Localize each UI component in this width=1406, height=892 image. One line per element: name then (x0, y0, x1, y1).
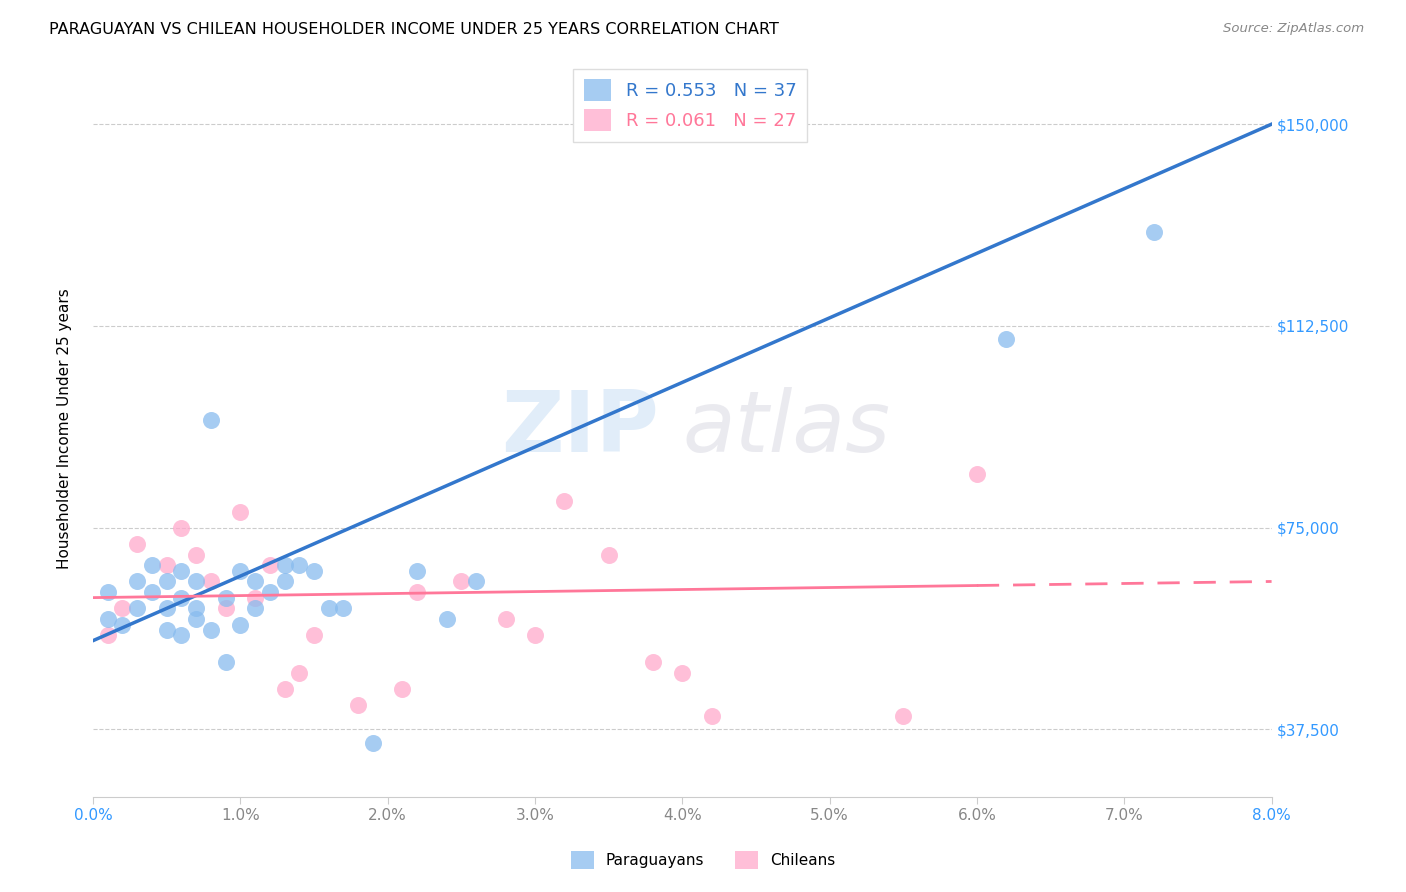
Point (332, 601, 354, 615)
Point (318, 601, 340, 615)
Point (127, 537, 149, 551)
Point (450, 574, 472, 589)
Point (200, 413, 222, 427)
Point (891, 709, 914, 723)
Point (229, 564, 252, 578)
Point (243, 591, 266, 605)
Point (170, 564, 193, 578)
Point (111, 617, 134, 632)
Point (259, 585, 281, 599)
Point (186, 601, 208, 615)
Point (495, 612, 517, 626)
Point (302, 628, 325, 642)
Point (141, 585, 163, 599)
Point (170, 521, 193, 535)
Point (700, 709, 723, 723)
Point (406, 564, 429, 578)
Point (214, 591, 236, 605)
Point (671, 665, 693, 680)
Point (243, 601, 266, 615)
Point (598, 548, 620, 562)
Point (229, 617, 252, 632)
Point (229, 504, 252, 518)
Point (465, 574, 488, 589)
Legend: R = 0.553   N = 37, R = 0.061   N = 27: R = 0.553 N = 37, R = 0.061 N = 27 (574, 69, 807, 142)
Point (347, 698, 370, 713)
Point (141, 558, 163, 573)
Point (156, 558, 179, 573)
Point (186, 612, 208, 626)
Point (111, 601, 134, 615)
Point (156, 601, 179, 615)
Point (361, 736, 384, 750)
Point (273, 574, 295, 589)
Point (214, 601, 236, 615)
Text: ZIP: ZIP (501, 386, 659, 469)
Point (259, 558, 281, 573)
Point (273, 558, 295, 573)
Point (156, 574, 179, 589)
Point (523, 628, 546, 642)
Point (288, 665, 311, 680)
Point (391, 682, 413, 697)
Text: PARAGUAYAN VS CHILEAN HOUSEHOLDER INCOME UNDER 25 YEARS CORRELATION CHART: PARAGUAYAN VS CHILEAN HOUSEHOLDER INCOME… (49, 22, 779, 37)
Text: Source: ZipAtlas.com: Source: ZipAtlas.com (1223, 22, 1364, 36)
Legend: Paraguayans, Chileans: Paraguayans, Chileans (565, 845, 841, 875)
Point (641, 655, 664, 669)
Point (97, 585, 120, 599)
Point (186, 548, 208, 562)
Point (200, 623, 222, 637)
Point (995, 332, 1018, 346)
Point (1143, 225, 1166, 239)
Point (170, 628, 193, 642)
Point (273, 682, 295, 697)
Point (553, 493, 575, 508)
Point (214, 655, 236, 669)
Text: atlas: atlas (682, 386, 890, 469)
Point (288, 558, 311, 573)
Point (97, 612, 120, 626)
Y-axis label: Householder Income Under 25 years: Householder Income Under 25 years (58, 288, 72, 568)
Point (406, 585, 429, 599)
Point (127, 574, 149, 589)
Point (97, 628, 120, 642)
Point (156, 623, 179, 637)
Point (170, 591, 193, 605)
Point (200, 574, 222, 589)
Point (243, 574, 266, 589)
Point (302, 564, 325, 578)
Point (436, 612, 458, 626)
Point (127, 601, 149, 615)
Point (186, 574, 208, 589)
Point (966, 467, 988, 481)
